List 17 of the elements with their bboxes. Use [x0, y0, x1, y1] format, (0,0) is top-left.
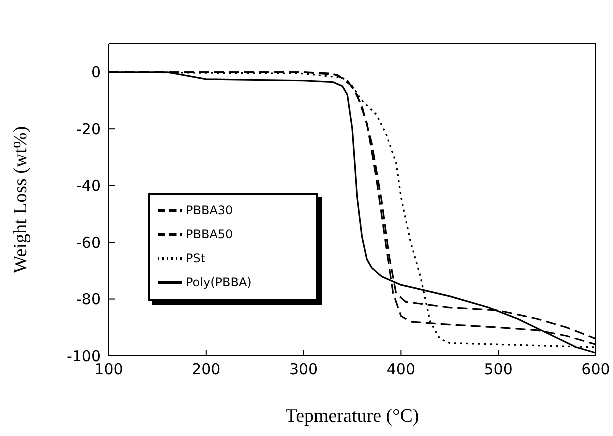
y-axis-title: Weight Loss (wt%)	[10, 126, 32, 274]
y-tick-label: -60	[76, 234, 101, 252]
x-tick-label: 500	[484, 360, 513, 379]
x-tick-label: 100	[94, 360, 124, 379]
x-axis-title: Tepmerature (°C)	[286, 406, 420, 427]
y-tick-label: -20	[76, 120, 101, 138]
y-tick-label: 0	[91, 64, 101, 82]
x-tick-label: 200	[192, 360, 221, 379]
x-tick-label: 400	[386, 360, 416, 379]
x-tick-label: 600	[582, 360, 610, 379]
x-tick-label: 300	[289, 360, 318, 379]
y-tick-label: -40	[76, 177, 101, 196]
legend-label: PBBA30	[186, 203, 234, 218]
y-tick-label: -80	[76, 290, 101, 309]
legend-label: Poly(PBBA)	[186, 275, 252, 290]
legend-label: PBBA50	[186, 227, 234, 242]
legend-label: PSt	[186, 251, 206, 266]
